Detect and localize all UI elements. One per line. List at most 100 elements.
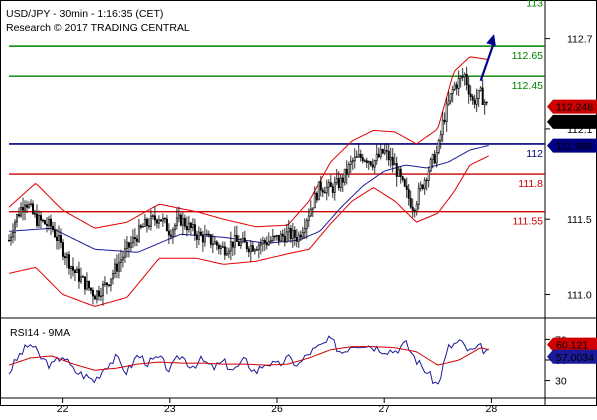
candle-body <box>335 178 338 183</box>
rsi-label-rsi-text: 57.0034 <box>556 352 594 364</box>
candle-body <box>173 225 176 231</box>
x-tick-label: 22 <box>57 403 69 415</box>
candle-body <box>211 243 214 246</box>
candle-body <box>275 235 278 237</box>
candle-body <box>445 103 448 123</box>
candle-body <box>409 198 412 208</box>
candle-body <box>91 290 94 297</box>
candle-body <box>349 161 352 165</box>
candle-body <box>447 100 450 105</box>
candle-body <box>179 214 182 226</box>
candle-body <box>289 227 292 240</box>
rsi-label-rsi-ma-text: 60.121 <box>556 340 588 352</box>
candle-body <box>195 234 198 240</box>
candle-body <box>451 89 454 94</box>
candle-body <box>283 236 286 243</box>
candle-body <box>49 218 52 227</box>
candle-body <box>135 238 138 242</box>
candle-body <box>315 192 318 201</box>
candle-body <box>449 93 452 102</box>
candle-body <box>403 179 406 187</box>
level-label-resistance: 113 <box>526 0 543 9</box>
candle-body <box>109 278 112 286</box>
candle-body <box>8 239 10 242</box>
candle-body <box>111 273 114 280</box>
rsi-series-rsi-ma <box>8 346 489 371</box>
candle-body <box>253 249 256 252</box>
candle-body <box>367 161 370 164</box>
candle-body <box>27 204 30 208</box>
candle-body <box>51 226 54 230</box>
candle-body <box>83 276 86 290</box>
candle-body <box>215 241 218 246</box>
candle-body <box>385 150 388 152</box>
candle-body <box>265 242 268 246</box>
moving-average-line <box>8 145 489 253</box>
candle-body <box>393 163 396 166</box>
price-label-last-price-text: 112.233 <box>556 117 593 129</box>
candle-body <box>9 236 12 241</box>
candle-body <box>441 119 444 136</box>
candle-body <box>347 164 350 175</box>
candle-body <box>457 78 460 89</box>
candle-body <box>25 204 28 208</box>
candle-body <box>181 218 184 226</box>
candle-body <box>35 213 38 226</box>
candle-body <box>221 246 224 248</box>
candle-body <box>273 235 276 238</box>
price-label-upper-band-text: 112.248 <box>556 102 593 114</box>
x-tick-label: 26 <box>271 403 283 415</box>
candle-body <box>149 215 152 227</box>
candle-body <box>353 156 356 162</box>
price-label-moving-average-box <box>547 138 597 153</box>
candle-body <box>209 234 212 245</box>
candle-body <box>191 224 194 229</box>
candle-body <box>333 182 336 193</box>
candle-body <box>279 233 282 242</box>
candle-body <box>81 276 84 278</box>
candle-body <box>467 84 470 95</box>
candle-body <box>465 73 468 86</box>
candle-body <box>485 101 488 104</box>
candle-body <box>207 233 210 236</box>
candle-body <box>41 219 44 222</box>
candle-body <box>345 168 348 175</box>
candle-body <box>205 233 208 236</box>
candle-body <box>137 225 140 242</box>
candle-body <box>59 235 62 243</box>
candle-body <box>197 231 200 240</box>
candle-body <box>55 236 58 241</box>
price-label-last-price-box <box>547 114 597 129</box>
candle-body <box>15 214 18 223</box>
candle-body <box>407 189 410 199</box>
candle-body <box>237 241 240 246</box>
candle-body <box>321 189 324 193</box>
candle-body <box>319 181 322 191</box>
candle-body <box>399 168 402 177</box>
candle-body <box>287 227 290 233</box>
candle-body <box>357 154 360 158</box>
level-label-resistance: 112.45 <box>512 80 543 92</box>
candle-body <box>101 284 104 297</box>
price-panel: 113 112.65 112.45 112 111.8 111.55 <box>8 0 545 307</box>
candle-body <box>259 243 262 246</box>
candle-body <box>461 76 464 78</box>
candle-body <box>99 295 102 297</box>
level-label-support: 111.55 <box>512 216 543 228</box>
candle-body <box>371 164 374 168</box>
projection-arrow-head <box>486 34 496 47</box>
candle-body <box>339 177 342 189</box>
candle-body <box>351 160 354 162</box>
candle-body <box>293 229 296 238</box>
candle-body <box>141 226 144 228</box>
candle-body <box>463 73 466 78</box>
candle-body <box>425 179 428 182</box>
candle-body <box>401 176 404 180</box>
candle-body <box>365 160 368 164</box>
candle-body <box>119 259 122 264</box>
price-label-upper-band-box <box>547 99 597 114</box>
candle-body <box>481 87 484 105</box>
axes: 111.0111.5112.1112.7112.248112.233111.98… <box>57 34 597 415</box>
candle-body <box>469 93 472 97</box>
level-label-resistance: 112.65 <box>512 50 543 62</box>
